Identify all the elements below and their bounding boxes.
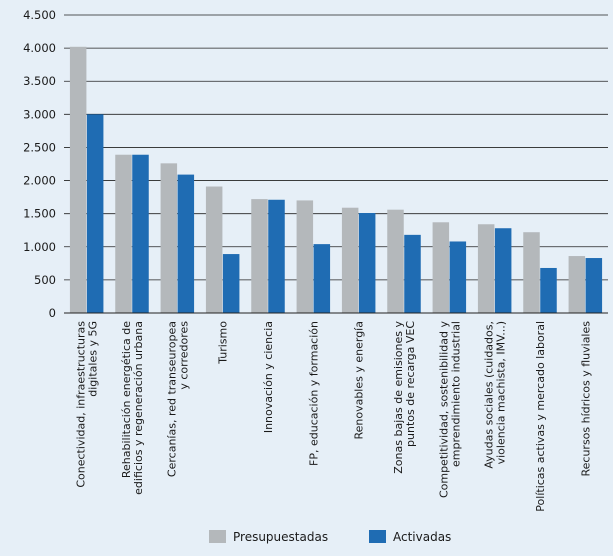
x-category-label-line: Rehabilitación energética de [120, 321, 133, 478]
bar-presupuestadas [160, 163, 178, 313]
x-category-label-line: Recursos hídricos y fluviales [579, 321, 592, 477]
bar-activadas [540, 267, 557, 313]
bar-presupuestadas [115, 154, 132, 313]
bar-presupuestadas [251, 199, 268, 313]
bar-activadas [132, 154, 149, 313]
x-category-label: Turismo [217, 321, 230, 365]
x-category-label-line: FP, educación y formación [307, 321, 320, 466]
x-category-label-line: Innovación y ciencia [262, 321, 275, 433]
bar-activadas [86, 114, 104, 313]
legend: Presupuestadas Activadas [209, 530, 451, 544]
x-category-label: Recursos hídricos y fluviales [579, 321, 592, 477]
x-category-label-line: Conectividad, infraestructuras [75, 321, 88, 488]
bar-activadas [494, 228, 512, 313]
x-category-label-line: Competitividad, sostenibilidad y [437, 321, 450, 499]
y-tick-label: 1.000 [23, 240, 56, 254]
bar-presupuestadas [477, 224, 495, 313]
bar-presupuestadas [296, 200, 314, 313]
y-axis: 0 500 1.000 1.500 2.000 2.500 3.000 3.500 4.000 4… [23, 8, 56, 320]
bar-presupuestadas [523, 232, 540, 313]
x-category-label: Conectividad, infraestructuras digitales … [75, 321, 100, 488]
x-category-label-line: Renovables y energía [353, 321, 366, 440]
bar-activadas [313, 244, 331, 313]
x-category-label-line: Políticas activas y mercado laboral [534, 321, 547, 512]
x-category-label-line: Turismo [217, 321, 230, 365]
y-tick-label: 2.000 [23, 174, 56, 188]
y-tick-label: 2.500 [23, 140, 56, 154]
bar-presupuestadas [568, 256, 586, 313]
x-category-label-line: violencia machista, IMV...) [495, 321, 508, 464]
y-tick-label: 4.000 [23, 41, 56, 55]
bar-activadas [585, 258, 603, 313]
y-tick-label: 3.500 [23, 74, 56, 88]
x-category-label: Ayudas sociales (cuidados, violencia mach… [483, 321, 508, 469]
y-tick-label: 0 [49, 306, 56, 320]
bar-activadas [358, 213, 376, 313]
bar-presupuestadas [205, 186, 223, 313]
x-category-label-line: Zonas bajas de emisiones y [392, 321, 405, 474]
bar-activadas [222, 254, 240, 313]
x-category-label-line: y corredores [177, 321, 190, 390]
x-category-label: FP, educación y formación [307, 321, 320, 466]
bar-activadas [404, 234, 421, 313]
y-tick-label: 1.500 [23, 207, 56, 221]
x-category-label: Cercanías, red transeuropea y corredores [165, 321, 190, 477]
y-tick-label: 500 [34, 273, 56, 287]
x-category-label-line: digitales y 5G [87, 321, 100, 397]
bars [69, 46, 603, 313]
x-category-label-line: Cercanías, red transeuropea [165, 321, 178, 477]
legend-label: Activadas [393, 530, 451, 544]
x-category-label: Políticas activas y mercado laboral [534, 321, 547, 512]
x-category-label: Renovables y energía [353, 321, 366, 440]
legend-swatch [369, 530, 386, 543]
bar-presupuestadas [432, 222, 450, 313]
bar-presupuestadas [69, 46, 87, 313]
y-tick-label: 4.500 [23, 8, 56, 22]
x-category-label-line: Ayudas sociales (cuidados, [483, 321, 496, 469]
legend-swatch [209, 530, 226, 543]
bar-activadas [177, 174, 195, 313]
x-category-label-line: edificios y regeneración urbana [132, 321, 145, 495]
bar-activadas [268, 199, 285, 313]
bar-presupuestadas [341, 207, 359, 313]
x-category-label: Competitividad, sostenibilidad y emprendi… [437, 321, 462, 499]
legend-label: Presupuestadas [233, 530, 328, 544]
x-category-label-line: emprendimiento industrial [449, 321, 462, 467]
bar-presupuestadas [387, 209, 404, 313]
x-axis: Conectividad, infraestructuras digitales … [64, 312, 608, 512]
gridlines [64, 14, 608, 314]
x-category-label: Zonas bajas de emisiones y puntos de reca… [392, 321, 417, 474]
x-category-label: Rehabilitación energética de edificios y … [120, 321, 145, 495]
x-category-label: Innovación y ciencia [262, 321, 275, 433]
bar-activadas [449, 241, 467, 313]
x-category-label-line: puntos de recarga VEC [404, 321, 417, 447]
y-tick-label: 3.000 [23, 107, 56, 121]
